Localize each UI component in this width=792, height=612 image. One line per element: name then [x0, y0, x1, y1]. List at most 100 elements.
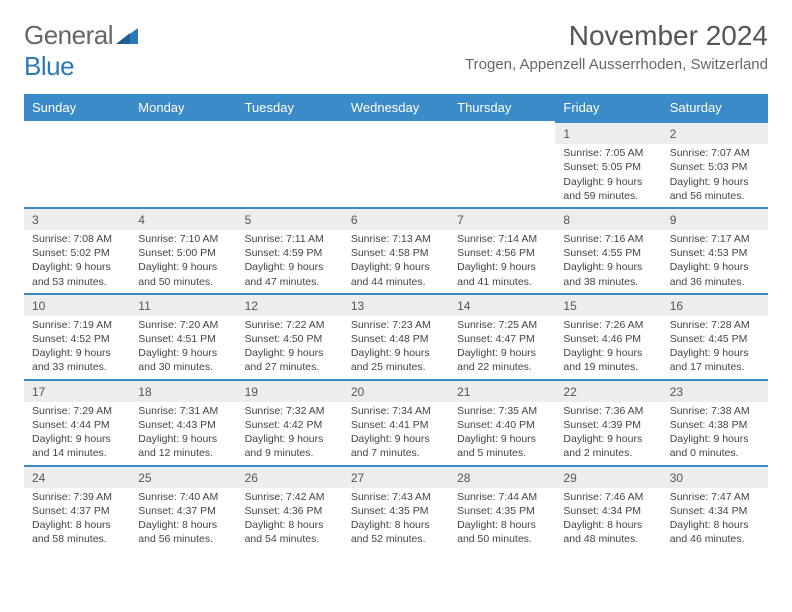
day-body: Sunrise: 7:25 AMSunset: 4:47 PMDaylight:…: [449, 316, 555, 379]
daylight-text-2: and 0 minutes.: [670, 446, 760, 460]
daylight-text-2: and 12 minutes.: [138, 446, 228, 460]
calendar-cell: 29Sunrise: 7:46 AMSunset: 4:34 PMDayligh…: [555, 465, 661, 551]
sunset-text: Sunset: 4:48 PM: [351, 332, 441, 346]
sunrise-text: Sunrise: 7:40 AM: [138, 490, 228, 504]
weekday-header: Thursday: [449, 94, 555, 121]
day-number: 15: [555, 293, 661, 316]
calendar-cell: [449, 121, 555, 207]
daylight-text-1: Daylight: 9 hours: [245, 260, 335, 274]
logo-text: GeneralBlue: [24, 20, 138, 82]
day-body: Sunrise: 7:23 AMSunset: 4:48 PMDaylight:…: [343, 316, 449, 379]
daylight-text-2: and 25 minutes.: [351, 360, 441, 374]
calendar-cell: 17Sunrise: 7:29 AMSunset: 4:44 PMDayligh…: [24, 379, 130, 465]
sunrise-text: Sunrise: 7:29 AM: [32, 404, 122, 418]
sunrise-text: Sunrise: 7:36 AM: [563, 404, 653, 418]
sunrise-text: Sunrise: 7:10 AM: [138, 232, 228, 246]
daylight-text-1: Daylight: 8 hours: [670, 518, 760, 532]
sunset-text: Sunset: 4:36 PM: [245, 504, 335, 518]
daylight-text-2: and 53 minutes.: [32, 275, 122, 289]
daylight-text-2: and 22 minutes.: [457, 360, 547, 374]
day-body: Sunrise: 7:10 AMSunset: 5:00 PMDaylight:…: [130, 230, 236, 293]
sunrise-text: Sunrise: 7:16 AM: [563, 232, 653, 246]
sunrise-text: Sunrise: 7:38 AM: [670, 404, 760, 418]
sunrise-text: Sunrise: 7:19 AM: [32, 318, 122, 332]
sunset-text: Sunset: 5:02 PM: [32, 246, 122, 260]
daylight-text-1: Daylight: 9 hours: [32, 260, 122, 274]
sunrise-text: Sunrise: 7:17 AM: [670, 232, 760, 246]
daylight-text-1: Daylight: 9 hours: [32, 432, 122, 446]
sunrise-text: Sunrise: 7:43 AM: [351, 490, 441, 504]
day-number: 21: [449, 379, 555, 402]
sunrise-text: Sunrise: 7:31 AM: [138, 404, 228, 418]
sunset-text: Sunset: 5:03 PM: [670, 160, 760, 174]
day-body: Sunrise: 7:07 AMSunset: 5:03 PMDaylight:…: [662, 144, 768, 207]
day-number: 24: [24, 465, 130, 488]
daylight-text-1: Daylight: 9 hours: [457, 260, 547, 274]
daylight-text-1: Daylight: 9 hours: [351, 346, 441, 360]
sunset-text: Sunset: 4:55 PM: [563, 246, 653, 260]
daylight-text-1: Daylight: 9 hours: [138, 346, 228, 360]
sunrise-text: Sunrise: 7:46 AM: [563, 490, 653, 504]
day-number: 8: [555, 207, 661, 230]
day-body: Sunrise: 7:35 AMSunset: 4:40 PMDaylight:…: [449, 402, 555, 465]
calendar-cell: 21Sunrise: 7:35 AMSunset: 4:40 PMDayligh…: [449, 379, 555, 465]
calendar-cell: 25Sunrise: 7:40 AMSunset: 4:37 PMDayligh…: [130, 465, 236, 551]
calendar-cell: 26Sunrise: 7:42 AMSunset: 4:36 PMDayligh…: [237, 465, 343, 551]
sunrise-text: Sunrise: 7:13 AM: [351, 232, 441, 246]
daylight-text-2: and 27 minutes.: [245, 360, 335, 374]
daylight-text-1: Daylight: 9 hours: [351, 260, 441, 274]
sunrise-text: Sunrise: 7:07 AM: [670, 146, 760, 160]
day-body: Sunrise: 7:11 AMSunset: 4:59 PMDaylight:…: [237, 230, 343, 293]
calendar-cell: [237, 121, 343, 207]
daylight-text-1: Daylight: 9 hours: [670, 346, 760, 360]
calendar-cell: [24, 121, 130, 207]
calendar-cell: 24Sunrise: 7:39 AMSunset: 4:37 PMDayligh…: [24, 465, 130, 551]
sunset-text: Sunset: 4:51 PM: [138, 332, 228, 346]
day-number: 18: [130, 379, 236, 402]
daylight-text-2: and 59 minutes.: [563, 189, 653, 203]
daylight-text-2: and 56 minutes.: [138, 532, 228, 546]
weekday-header: Tuesday: [237, 94, 343, 121]
calendar-cell: 12Sunrise: 7:22 AMSunset: 4:50 PMDayligh…: [237, 293, 343, 379]
location: Trogen, Appenzell Ausserrhoden, Switzerl…: [465, 56, 768, 73]
daylight-text-1: Daylight: 9 hours: [138, 260, 228, 274]
day-body: Sunrise: 7:22 AMSunset: 4:50 PMDaylight:…: [237, 316, 343, 379]
day-number: 10: [24, 293, 130, 316]
sunset-text: Sunset: 4:40 PM: [457, 418, 547, 432]
sunrise-text: Sunrise: 7:20 AM: [138, 318, 228, 332]
sunset-text: Sunset: 4:41 PM: [351, 418, 441, 432]
calendar-cell: 28Sunrise: 7:44 AMSunset: 4:35 PMDayligh…: [449, 465, 555, 551]
calendar-row: 24Sunrise: 7:39 AMSunset: 4:37 PMDayligh…: [24, 465, 768, 551]
sunset-text: Sunset: 4:59 PM: [245, 246, 335, 260]
day-number: 29: [555, 465, 661, 488]
daylight-text-2: and 9 minutes.: [245, 446, 335, 460]
calendar-cell: 13Sunrise: 7:23 AMSunset: 4:48 PMDayligh…: [343, 293, 449, 379]
sunrise-text: Sunrise: 7:42 AM: [245, 490, 335, 504]
calendar-cell: 10Sunrise: 7:19 AMSunset: 4:52 PMDayligh…: [24, 293, 130, 379]
day-body: Sunrise: 7:36 AMSunset: 4:39 PMDaylight:…: [555, 402, 661, 465]
day-number: 26: [237, 465, 343, 488]
month-title: November 2024: [465, 20, 768, 52]
sunrise-text: Sunrise: 7:32 AM: [245, 404, 335, 418]
daylight-text-2: and 30 minutes.: [138, 360, 228, 374]
sunset-text: Sunset: 4:47 PM: [457, 332, 547, 346]
daylight-text-2: and 38 minutes.: [563, 275, 653, 289]
sunset-text: Sunset: 4:34 PM: [670, 504, 760, 518]
day-body: Sunrise: 7:46 AMSunset: 4:34 PMDaylight:…: [555, 488, 661, 551]
calendar-cell: 11Sunrise: 7:20 AMSunset: 4:51 PMDayligh…: [130, 293, 236, 379]
calendar-cell: 30Sunrise: 7:47 AMSunset: 4:34 PMDayligh…: [662, 465, 768, 551]
day-number: 28: [449, 465, 555, 488]
sunrise-text: Sunrise: 7:25 AM: [457, 318, 547, 332]
calendar-cell: 5Sunrise: 7:11 AMSunset: 4:59 PMDaylight…: [237, 207, 343, 293]
day-body: Sunrise: 7:26 AMSunset: 4:46 PMDaylight:…: [555, 316, 661, 379]
daylight-text-1: Daylight: 9 hours: [32, 346, 122, 360]
day-body: Sunrise: 7:14 AMSunset: 4:56 PMDaylight:…: [449, 230, 555, 293]
sunrise-text: Sunrise: 7:39 AM: [32, 490, 122, 504]
daylight-text-2: and 33 minutes.: [32, 360, 122, 374]
calendar-row: 3Sunrise: 7:08 AMSunset: 5:02 PMDaylight…: [24, 207, 768, 293]
sunset-text: Sunset: 4:35 PM: [351, 504, 441, 518]
daylight-text-2: and 48 minutes.: [563, 532, 653, 546]
day-number: 23: [662, 379, 768, 402]
daylight-text-2: and 14 minutes.: [32, 446, 122, 460]
sunset-text: Sunset: 4:39 PM: [563, 418, 653, 432]
